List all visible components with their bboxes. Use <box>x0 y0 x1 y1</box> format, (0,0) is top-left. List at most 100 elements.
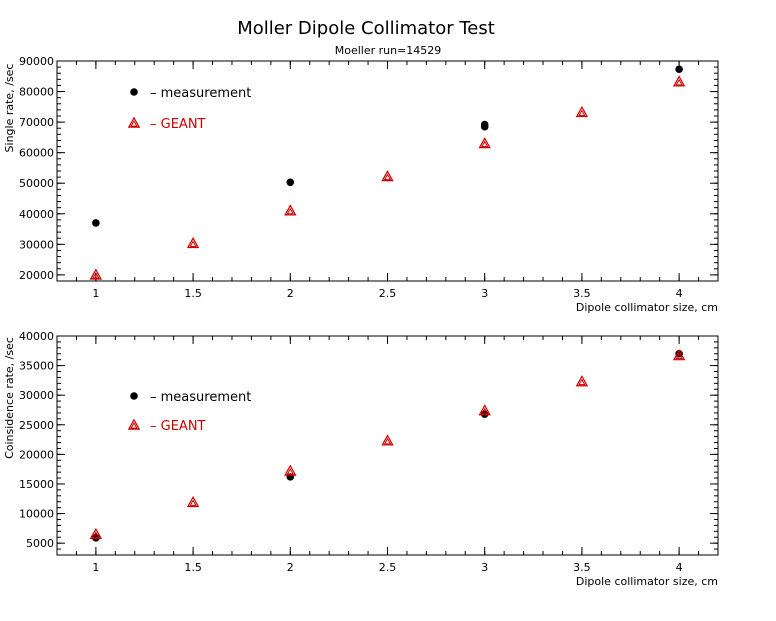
y-tick-label: 20000 <box>19 448 54 461</box>
geant-point <box>186 236 200 249</box>
x-axis-label: Dipole collimator size, cm <box>576 575 718 588</box>
measurement-point <box>286 178 295 187</box>
geant-point <box>381 434 394 446</box>
x-tick-label: 3.5 <box>573 561 591 574</box>
triangle-outline <box>89 527 103 540</box>
triangle-outline <box>575 375 589 387</box>
triangle-outline <box>381 170 394 182</box>
triangle-inner <box>92 272 100 279</box>
triangle-outline <box>284 464 297 476</box>
y-axis: 5000 10000 15000 20000 25000 30000 35000 40000 <box>19 330 718 556</box>
geant-point <box>284 464 297 476</box>
geant-point <box>89 268 103 280</box>
y-axis-label: Coinsidence rate, /sec <box>3 337 16 459</box>
y-axis: 20000 30000 40000 50000 60000 70000 80000 90000 <box>19 55 718 282</box>
triangle-inner <box>189 240 197 248</box>
triangle-inner <box>130 422 138 429</box>
geant-point <box>575 375 589 387</box>
triangle-inner <box>578 109 586 116</box>
x-axis-label: Dipole collimator size, cm <box>576 301 718 314</box>
x-tick-label: 3.5 <box>573 287 591 300</box>
triangle-outline <box>127 418 141 430</box>
triangle-outline <box>381 434 394 446</box>
triangle-inner <box>578 378 586 386</box>
y-tick-label: 80000 <box>19 86 54 99</box>
figure-subtitle: Moeller run=14529 <box>335 44 442 57</box>
y-tick-label: 40000 <box>19 330 54 343</box>
triangle-inner <box>92 531 100 538</box>
legend-label: – GEANT <box>150 419 206 434</box>
measurement-series <box>92 349 683 542</box>
geant-point <box>575 105 589 118</box>
triangle-outline <box>478 404 491 416</box>
y-tick-label: 10000 <box>19 508 54 521</box>
y-tick-label: 20000 <box>19 269 54 282</box>
geant-series <box>89 75 686 280</box>
measurement-legend-marker <box>130 88 138 96</box>
geant-point <box>478 404 491 416</box>
y-tick-label: 15000 <box>19 478 54 491</box>
x-tick-label: 1 <box>92 561 99 574</box>
triangle-inner <box>189 499 197 506</box>
x-tick-label: 4 <box>676 561 683 574</box>
geant-point <box>478 137 491 149</box>
legend-label: – measurement <box>150 86 251 101</box>
triangle-inner <box>383 173 392 181</box>
measurement-legend-marker <box>130 392 138 400</box>
triangle-inner <box>130 120 138 127</box>
triangle-outline <box>672 349 686 361</box>
y-tick-label: 30000 <box>19 389 54 402</box>
measurement-series <box>92 65 683 227</box>
triangle-outline <box>89 268 103 280</box>
bottom-chart-panel: 1 1.5 2 2.5 3 3.5 4 5000 10000 15000 20000 25000 300… <box>3 330 719 588</box>
figure-title: Moller Dipole Collimator Test <box>237 18 495 39</box>
y-tick-label: 30000 <box>19 238 54 251</box>
x-axis: 1 1.5 2 2.5 3 3.5 4 <box>56 61 719 300</box>
y-tick-label: 60000 <box>19 147 54 160</box>
triangle-inner <box>480 140 489 148</box>
geant-legend-marker <box>127 418 141 430</box>
triangle-outline <box>186 236 200 249</box>
x-tick-label: 3 <box>481 561 488 574</box>
triangle-outline <box>478 137 491 149</box>
geant-point <box>672 349 686 361</box>
y-tick-label: 90000 <box>19 55 54 68</box>
x-tick-label: 2.5 <box>379 561 397 574</box>
geant-point <box>284 204 297 216</box>
geant-point <box>381 170 394 182</box>
legend-label: – measurement <box>150 390 251 405</box>
y-tick-label: 40000 <box>19 208 54 221</box>
geant-series <box>89 349 686 540</box>
triangle-inner <box>675 352 683 360</box>
geant-legend-marker <box>127 116 141 128</box>
x-axis: 1 1.5 2 2.5 3 3.5 4 <box>56 336 719 574</box>
measurement-point <box>92 219 100 227</box>
triangle-outline <box>575 105 589 118</box>
triangle-inner <box>480 407 489 415</box>
triangle-outline <box>186 495 200 508</box>
measurement-point <box>480 120 489 129</box>
x-tick-label: 1.5 <box>184 561 202 574</box>
triangle-inner <box>286 207 295 215</box>
x-tick-label: 1 <box>92 287 99 300</box>
x-tick-label: 2.5 <box>379 287 397 300</box>
top-chart-panel: 1 1.5 2 2.5 3 3.5 4 20000 30000 40000 50000 60000 70… <box>3 55 719 314</box>
triangle-inner <box>383 437 392 445</box>
measurement-point <box>675 65 683 74</box>
legend-label: – GEANT <box>150 117 206 132</box>
legend: – measurement – GEANT <box>127 390 251 434</box>
x-tick-label: 2 <box>287 561 294 574</box>
y-axis-label: Single rate, /sec <box>3 64 16 153</box>
geant-point <box>89 527 103 540</box>
geant-point <box>672 75 686 87</box>
triangle-outline <box>284 204 297 216</box>
geant-point <box>186 495 200 508</box>
legend: – measurement – GEANT <box>127 86 251 132</box>
triangle-outline <box>127 116 141 128</box>
triangle-inner <box>286 468 295 475</box>
x-tick-label: 1.5 <box>184 287 202 300</box>
x-tick-label: 2 <box>287 287 294 300</box>
x-tick-label: 3 <box>481 287 488 300</box>
